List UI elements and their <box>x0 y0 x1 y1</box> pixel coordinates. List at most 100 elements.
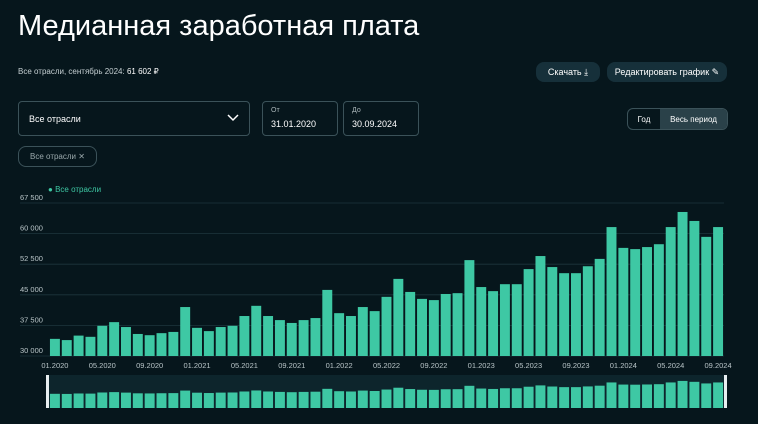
navigator-bar <box>606 382 617 408</box>
navigator-bar <box>61 393 72 408</box>
x-tick-label: 01.2020 <box>41 361 68 370</box>
download-button[interactable]: Скачать ⤓ <box>536 62 600 82</box>
x-tick-label: 09.2020 <box>136 361 163 370</box>
navigator-bar <box>49 393 60 408</box>
period-all[interactable]: Весь период <box>660 109 727 129</box>
legend-label: Все отрасли <box>55 185 102 194</box>
chip-label: Все отрасли <box>30 152 77 161</box>
navigator-bar <box>499 388 510 408</box>
x-tick-label: 01.2023 <box>468 361 495 370</box>
x-tick-label: 09.2021 <box>278 361 305 370</box>
bar <box>263 316 274 356</box>
x-tick-label: 05.2020 <box>89 361 116 370</box>
bar <box>571 273 581 356</box>
bar <box>713 227 724 356</box>
bar <box>73 335 84 356</box>
navigator-bar <box>144 393 155 408</box>
from-label: От <box>271 107 280 114</box>
bar <box>369 311 380 356</box>
navigator-bar <box>428 389 439 408</box>
navigator-bar <box>251 390 262 408</box>
to-date[interactable]: До 30.09.2024 <box>343 101 419 136</box>
bar <box>381 296 392 356</box>
bar <box>618 247 629 356</box>
navigator-bar <box>121 392 131 408</box>
y-tick-label: 60 000 <box>20 224 43 233</box>
navigator-bar <box>369 390 380 408</box>
navigator-bar <box>571 387 581 408</box>
bar <box>452 293 463 356</box>
x-tick-label: 05.2024 <box>657 361 684 370</box>
navigator-bar <box>653 384 664 408</box>
navigator-bar <box>346 391 356 408</box>
navigator-bar <box>701 383 712 408</box>
bar <box>346 316 356 356</box>
bar <box>630 249 641 356</box>
period-year[interactable]: Год <box>637 114 651 124</box>
bar <box>227 325 238 356</box>
x-tick-label: 05.2022 <box>373 361 400 370</box>
bar <box>85 336 96 356</box>
navigator-handle-left <box>46 375 49 408</box>
navigator-bar <box>180 390 191 408</box>
period-toggle: Год Весь период <box>627 108 728 130</box>
navigator-bar <box>677 380 688 408</box>
bar <box>298 320 309 356</box>
navigator-handle-right <box>724 375 727 408</box>
bar <box>180 307 191 356</box>
bar <box>357 307 368 356</box>
bar <box>440 293 451 356</box>
navigator-bar <box>203 393 214 408</box>
navigator-bar <box>642 384 652 408</box>
download-label: Скачать <box>547 67 582 77</box>
filter-chip[interactable]: Все отрасли ✕ <box>18 146 97 167</box>
navigator-bar <box>156 393 167 408</box>
navigator-bar <box>476 388 487 408</box>
navigator-bar <box>274 391 285 408</box>
navigator-bar <box>73 393 84 408</box>
navigator-bar <box>215 392 226 408</box>
bar <box>511 284 522 356</box>
industry-select[interactable]: Все отрасли <box>18 101 250 136</box>
edit-button[interactable]: Редактировать график ✎ <box>607 62 727 82</box>
bar <box>61 340 72 356</box>
navigator-bar <box>132 393 143 408</box>
from-date[interactable]: От 31.01.2020 <box>262 101 338 136</box>
bar <box>523 269 534 356</box>
navigator-bar <box>192 392 202 408</box>
chevron <box>227 114 239 122</box>
bar <box>274 320 285 356</box>
x-tick-label: 05.2023 <box>515 361 542 370</box>
bar <box>653 244 664 356</box>
bar <box>215 327 226 356</box>
navigator-bar <box>381 389 392 408</box>
bar <box>665 227 676 356</box>
y-tick-label: 67 500 <box>20 193 43 202</box>
bar <box>499 284 510 356</box>
x-tick-label: 01.2024 <box>610 361 637 370</box>
to-value: 30.09.2024 <box>352 119 398 129</box>
chart: 30 000 37 500 45 000 52 500 60 000 67 500 01.2… <box>20 193 732 408</box>
bar <box>606 227 617 356</box>
navigator-bar <box>559 387 570 408</box>
navigator-bar <box>488 388 499 408</box>
bar <box>156 333 167 356</box>
navigator-bar <box>452 389 463 408</box>
bar <box>535 256 546 356</box>
bar <box>428 300 439 356</box>
bar <box>582 266 593 356</box>
legend: ● Все отрасли <box>48 185 102 194</box>
bar <box>132 333 143 356</box>
bar <box>334 313 345 356</box>
x-tick-label: 09.2022 <box>420 361 447 370</box>
x-tick-label: 01.2021 <box>183 361 210 370</box>
x-tick-label: 01.2022 <box>326 361 353 370</box>
edit-label: Редактировать график <box>614 67 710 77</box>
bar <box>677 211 688 356</box>
bar <box>547 267 558 356</box>
page-title: Медианная заработная плата <box>18 10 420 42</box>
bar <box>594 258 605 356</box>
x-tick-label: 05.2021 <box>231 361 258 370</box>
navigator-bar <box>97 392 108 408</box>
